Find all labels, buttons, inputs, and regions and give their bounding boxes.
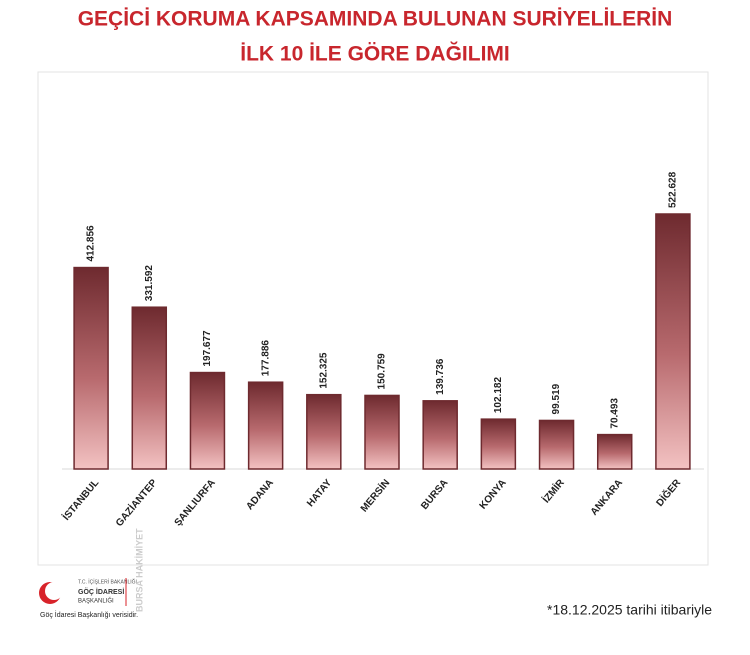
value-label: 152.325 — [318, 352, 329, 389]
value-label: 331.592 — [144, 265, 155, 302]
x-tick-label: BURSA — [419, 478, 450, 512]
value-label: 70.493 — [609, 398, 620, 429]
bar — [73, 266, 109, 470]
value-label: 412.856 — [86, 225, 97, 262]
bar — [480, 418, 517, 470]
x-tick-label: GAZİANTEP — [112, 476, 159, 529]
value-label: 139.736 — [435, 358, 446, 395]
logo-agency: GÖÇ İDARESİ — [78, 587, 124, 596]
plot-frame — [37, 71, 709, 566]
bar — [364, 394, 400, 470]
logo-agency: BAŞKANLIĞI — [78, 598, 114, 605]
x-tick-label: KONYA — [478, 478, 509, 512]
logo-emblem — [45, 582, 63, 600]
value-label: 150.759 — [377, 353, 388, 390]
watermark: BURSA HAKİMİYET — [134, 528, 144, 612]
x-tick-label: İZMİR — [539, 476, 567, 506]
bar — [596, 433, 633, 470]
bar — [131, 306, 168, 470]
bar — [422, 400, 458, 470]
logo-source: Göç İdaresi Başkanlığı verisidir. — [40, 610, 138, 619]
logo-ministry: T.C. İÇİŞLERİ BAKANLIĞI — [78, 578, 137, 585]
logo: T.C. İÇİŞLERİ BAKANLIĞI GÖÇ İDARESİ BAŞK… — [39, 528, 144, 619]
x-tick-label: ANKARA — [589, 478, 625, 518]
x-tick-label: HATAY — [305, 477, 334, 509]
value-label: 99.519 — [551, 383, 562, 414]
x-tick-label: ADANA — [244, 478, 276, 513]
value-label: 177.886 — [260, 340, 271, 377]
x-tick-label: MERSİN — [357, 476, 392, 514]
value-label: 197.677 — [202, 330, 213, 367]
value-label: 102.182 — [493, 377, 504, 414]
bar — [247, 381, 284, 470]
bar — [538, 419, 575, 470]
footnote: *18.12.2025 tarihi itibariyle — [547, 602, 712, 618]
x-tick-label: İSTANBUL — [59, 476, 101, 523]
x-tick-label: ŞANLIURFA — [173, 478, 218, 529]
bar — [306, 393, 342, 470]
chart-title: GEÇİCİ KORUMA KAPSAMINDA BULUNAN SURİYEL… — [78, 8, 673, 31]
chart-title: İLK 10 İLE GÖRE DAĞILIMI — [240, 42, 510, 66]
x-tick-label: DİĞER — [653, 476, 684, 509]
bar — [189, 371, 226, 470]
bar — [655, 213, 691, 470]
value-label: 522.628 — [668, 171, 679, 208]
